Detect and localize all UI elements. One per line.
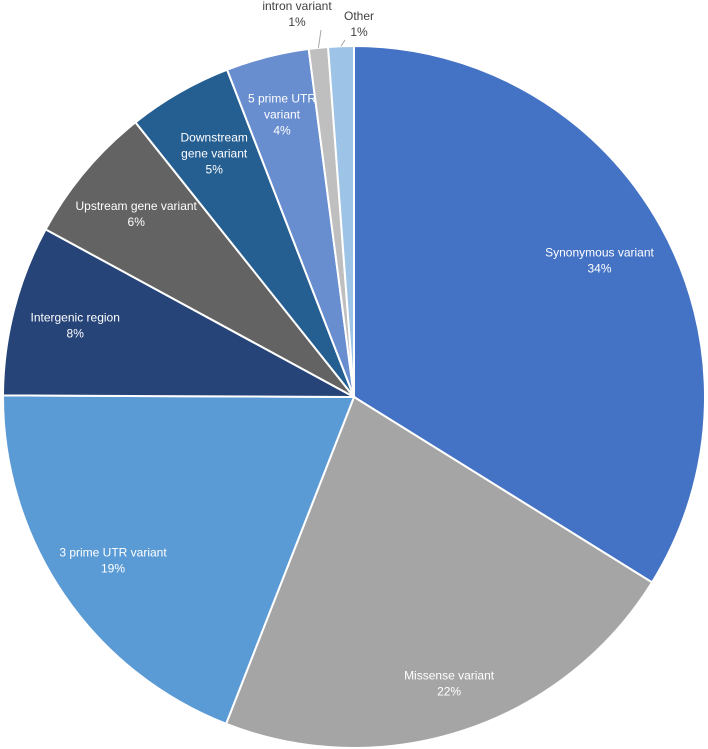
- pie-slice: [326, 44, 355, 398]
- slice-percent: 34%: [587, 262, 611, 276]
- slice-name: 5 prime UTR: [248, 92, 316, 106]
- slice-percent: 5%: [206, 163, 224, 177]
- slice-label: intron variant 1%: [262, 0, 332, 29]
- slice-labels: Synonymous variant 34% Missense variant 22%…: [31, 0, 655, 699]
- slice-name: variant: [264, 108, 301, 122]
- slice-name: Missense variant: [404, 669, 495, 683]
- pie-slice: [1, 228, 355, 398]
- slice-label: Missense variant 22%: [404, 669, 495, 699]
- pie-slice: [44, 120, 355, 398]
- leader-line: [317, 29, 322, 48]
- slice-percent: 6%: [128, 215, 146, 229]
- leader-lines: [317, 29, 346, 48]
- slice-name: Intergenic region: [31, 310, 120, 324]
- slice-label: Other 1%: [344, 9, 374, 39]
- leader-line: [340, 39, 346, 47]
- slice-label: Downstream gene variant 5%: [181, 131, 248, 177]
- slice-label: Intergenic region 8%: [31, 310, 120, 340]
- slice-percent: 1%: [288, 15, 306, 29]
- slice-name: Upstream gene variant: [75, 199, 197, 213]
- slice-percent: 1%: [350, 25, 368, 39]
- slice-percent: 8%: [67, 326, 85, 340]
- pie-slice: [224, 395, 654, 749]
- slice-percent: 19%: [101, 562, 125, 576]
- slice-label: 5 prime UTR variant 4%: [248, 92, 316, 138]
- slice-label: Synonymous variant 34%: [545, 246, 654, 276]
- slice-percent: 4%: [273, 124, 291, 138]
- slice-name: Other: [344, 9, 374, 23]
- pie-slice: [1, 394, 356, 726]
- slice-name: gene variant: [181, 147, 248, 161]
- slice-percent: 22%: [437, 685, 461, 699]
- slice-name: Synonymous variant: [545, 246, 654, 260]
- pie-slice: [353, 44, 706, 584]
- slice-label: 3 prime UTR variant 19%: [59, 546, 167, 576]
- slice-name: 3 prime UTR variant: [59, 546, 167, 560]
- slice-name: intron variant: [262, 0, 332, 13]
- slice-label: Upstream gene variant 6%: [75, 199, 197, 229]
- pie-slices: [1, 44, 706, 749]
- slice-name: Downstream: [181, 131, 248, 145]
